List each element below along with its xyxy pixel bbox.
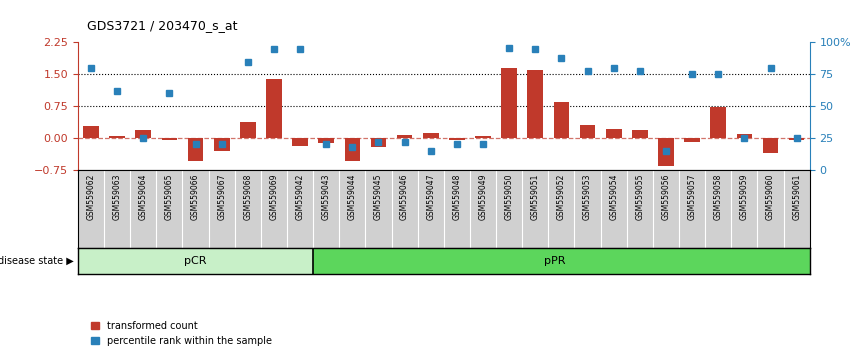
Bar [83,126,99,138]
Text: GSM559059: GSM559059 [740,174,749,220]
Text: GSM559056: GSM559056 [662,174,670,220]
Bar [240,122,255,138]
Text: pPR: pPR [544,256,565,266]
Bar [109,136,125,138]
Text: GSM559069: GSM559069 [269,174,279,220]
Text: GSM559066: GSM559066 [191,174,200,220]
Bar [579,125,596,138]
Bar [763,138,779,153]
Text: GSM559061: GSM559061 [792,174,801,220]
Text: GSM559060: GSM559060 [766,174,775,220]
Text: GSM559046: GSM559046 [400,174,409,220]
Text: GSM559045: GSM559045 [374,174,383,220]
Text: GSM559047: GSM559047 [426,174,436,220]
Bar [501,68,517,138]
Text: disease state ▶: disease state ▶ [0,256,74,266]
Text: GSM559064: GSM559064 [139,174,148,220]
Bar [266,79,281,138]
Bar [162,138,178,140]
Text: GSM559042: GSM559042 [295,174,305,220]
Bar [789,138,805,140]
Bar [684,138,700,142]
Text: GSM559058: GSM559058 [714,174,723,220]
Bar [78,248,313,274]
Text: pCR: pCR [184,256,207,266]
Text: GSM559057: GSM559057 [688,174,696,220]
Bar [475,136,491,138]
Bar [397,135,412,138]
Bar [449,138,465,140]
Text: GSM559068: GSM559068 [243,174,252,220]
Text: GSM559044: GSM559044 [348,174,357,220]
Bar [135,130,151,138]
Bar [736,134,753,138]
Bar [319,138,334,143]
Bar [632,130,648,138]
Text: GSM559055: GSM559055 [636,174,644,220]
Bar [710,108,726,138]
Bar [423,133,438,138]
Text: GSM559067: GSM559067 [217,174,226,220]
Legend: transformed count, percentile rank within the sample: transformed count, percentile rank withi… [92,321,272,346]
Bar [553,102,569,138]
Bar [292,138,308,146]
Bar [527,70,543,138]
Text: GSM559054: GSM559054 [609,174,618,220]
Bar [606,129,622,138]
Bar [345,138,360,161]
Bar [658,138,674,166]
Text: GDS3721 / 203470_s_at: GDS3721 / 203470_s_at [87,19,237,32]
Text: GSM559053: GSM559053 [583,174,592,220]
Bar [313,248,810,274]
Text: GSM559043: GSM559043 [322,174,331,220]
Text: GSM559051: GSM559051 [531,174,540,220]
Text: GSM559050: GSM559050 [505,174,514,220]
Text: GSM559062: GSM559062 [87,174,95,220]
Text: GSM559049: GSM559049 [479,174,488,220]
Bar [371,138,386,147]
Bar [188,138,204,161]
Text: GSM559065: GSM559065 [165,174,174,220]
Text: GSM559052: GSM559052 [557,174,565,220]
Text: GSM559048: GSM559048 [452,174,462,220]
Bar [214,138,229,151]
Text: GSM559063: GSM559063 [113,174,121,220]
